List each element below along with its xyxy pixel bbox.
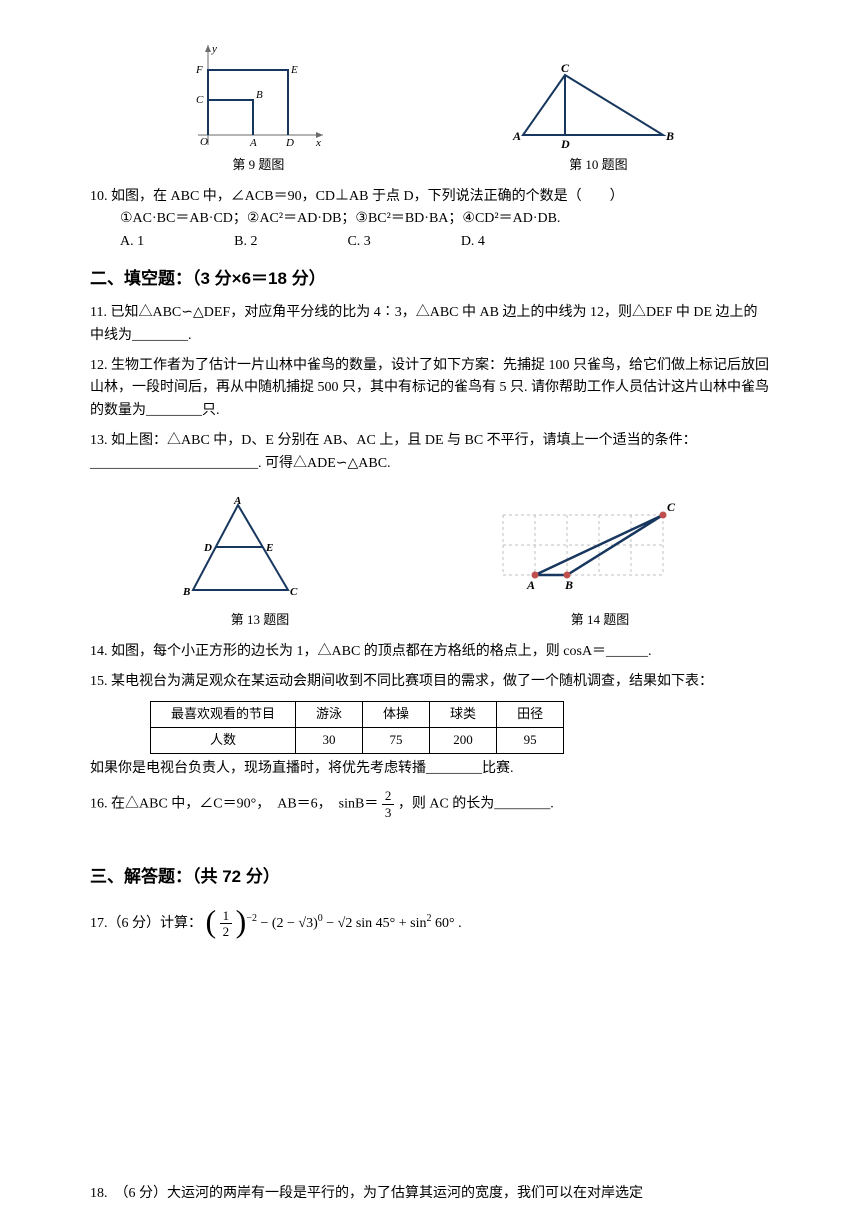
figures-13-14: A B C D E A B C (90, 495, 770, 605)
question-12: 12. 生物工作者为了估计一片山林中雀鸟的数量，设计了如下方案：先捕捉 100 … (90, 355, 770, 422)
th-0: 最喜欢观看的节目 (151, 702, 296, 728)
section-2-title: 二、填空题：（3 分×6＝18 分） (90, 265, 770, 292)
svg-text:C: C (561, 61, 570, 75)
fig14-label: 第 14 题图 (571, 610, 630, 631)
q17-p3: − √2 sin 45° + sin (326, 916, 426, 931)
svg-text:C: C (290, 586, 298, 598)
blank-workspace (90, 953, 770, 1183)
q16-frac: 2 3 (382, 788, 395, 820)
td-4: 95 (497, 728, 564, 754)
svg-text:A: A (512, 129, 521, 143)
svg-text:B: B (182, 586, 190, 598)
question-17: 17.（6 分）计算： ( 1 2 )−2 − (2 − √3)0 − √2 s… (90, 900, 770, 947)
fig13-label: 第 13 题图 (231, 610, 290, 631)
td-2: 75 (363, 728, 430, 754)
q17-exp2: 0 (318, 913, 323, 924)
q10-optC: C. 3 (347, 231, 370, 253)
question-11: 11. 已知△ABC∽△DEF，对应角平分线的比为 4∶3，△ABC 中 AB … (90, 302, 770, 347)
svg-text:B: B (564, 578, 573, 592)
svg-text:A: A (233, 495, 241, 507)
q16-pre: 16. 在△ABC 中，∠C＝90°， AB＝6， sinB＝ (90, 797, 378, 812)
svg-text:E: E (265, 542, 273, 554)
figures-9-10: O A D C B F E y x A B C D (90, 40, 770, 150)
question-10: 10. 如图，在 ABC 中，∠ACB＝90，CD⊥AB 于点 D，下列说法正确… (90, 186, 770, 253)
svg-text:x: x (315, 137, 321, 149)
rparen-icon: ) (236, 896, 247, 947)
td-3: 200 (430, 728, 497, 754)
td-0: 人数 (151, 728, 296, 754)
q17-pre: 17.（6 分）计算： (90, 916, 206, 931)
svg-text:A: A (249, 137, 257, 149)
q17-exp3: 2 (427, 913, 432, 924)
q17-p4: 60° . (435, 916, 462, 931)
svg-text:B: B (665, 129, 674, 143)
th-2: 体操 (363, 702, 430, 728)
lparen-icon: ( (206, 896, 217, 947)
q16-den: 3 (382, 805, 395, 821)
section-3-title: 三、解答题：（共 72 分） (90, 863, 770, 890)
table-data-row: 人数 30 75 200 95 (151, 728, 564, 754)
svg-text:y: y (211, 43, 217, 55)
q10-optA: A. 1 (120, 231, 144, 253)
svg-text:F: F (195, 64, 203, 76)
q10-options: A. 1 B. 2 C. 3 D. 4 (90, 231, 770, 253)
question-18: 18. （6 分）大运河的两岸有一段是平行的，为了估算其运河的宽度，我们可以在对… (90, 1183, 770, 1205)
q17-exp1: −2 (246, 913, 257, 924)
svg-text:D: D (285, 137, 294, 149)
q15-table: 最喜欢观看的节目 游泳 体操 球类 田径 人数 30 75 200 95 (150, 701, 564, 754)
q16-num: 2 (382, 788, 395, 805)
table-header-row: 最喜欢观看的节目 游泳 体操 球类 田径 (151, 702, 564, 728)
q10-subs: ①AC·BC＝AB·CD；②AC²＝AD·DB；③BC²＝BD·BA；④CD²＝… (90, 208, 770, 230)
question-14: 14. 如图，每个小正方形的边长为 1，△ABC 的顶点都在方格纸的格点上，则 … (90, 641, 770, 663)
question-15: 15. 某电视台为满足观众在某运动会期间收到不同比赛项目的需求，做了一个随机调查… (90, 671, 770, 693)
figure-labels-9-10: 第 9 题图 第 10 题图 (90, 155, 770, 176)
figure-labels-13-14: 第 13 题图 第 14 题图 (90, 610, 770, 631)
svg-text:D: D (560, 137, 570, 150)
svg-text:O: O (200, 136, 208, 148)
q17-p2: − (2 − √3) (260, 916, 317, 931)
figure-14-svg: A B C (483, 495, 683, 605)
question-16: 16. 在△ABC 中，∠C＝90°， AB＝6， sinB＝ 2 3 ，则 A… (90, 788, 770, 820)
fig9-label: 第 9 题图 (232, 155, 284, 176)
figure-13-svg: A B C D E (178, 495, 308, 605)
q17-num: 1 (220, 908, 233, 925)
q10-optD: D. 4 (461, 231, 485, 253)
td-1: 30 (296, 728, 363, 754)
fig10-label: 第 10 题图 (569, 155, 628, 176)
q17-den: 2 (220, 924, 233, 940)
q10-optB: B. 2 (234, 231, 257, 253)
q17-frac: 1 2 (220, 908, 233, 940)
svg-text:A: A (526, 578, 535, 592)
figure-10-svg: A B C D (503, 60, 683, 150)
question-13: 13. 如上图：△ABC 中，D、E 分别在 AB、AC 上，且 DE 与 BC… (90, 430, 770, 475)
q16-post: ，则 AC 的长为________. (398, 797, 554, 812)
svg-text:E: E (290, 64, 298, 76)
svg-text:C: C (196, 94, 204, 106)
th-3: 球类 (430, 702, 497, 728)
question-15-tail: 如果你是电视台负责人，现场直播时，将优先考虑转播________比赛. (90, 758, 770, 780)
figure-9-svg: O A D C B F E y x (178, 40, 328, 150)
svg-text:B: B (256, 89, 263, 101)
svg-text:C: C (667, 500, 676, 514)
q10-stem: 10. 如图，在 ABC 中，∠ACB＝90，CD⊥AB 于点 D，下列说法正确… (90, 186, 770, 208)
th-4: 田径 (497, 702, 564, 728)
svg-text:D: D (203, 542, 212, 554)
th-1: 游泳 (296, 702, 363, 728)
